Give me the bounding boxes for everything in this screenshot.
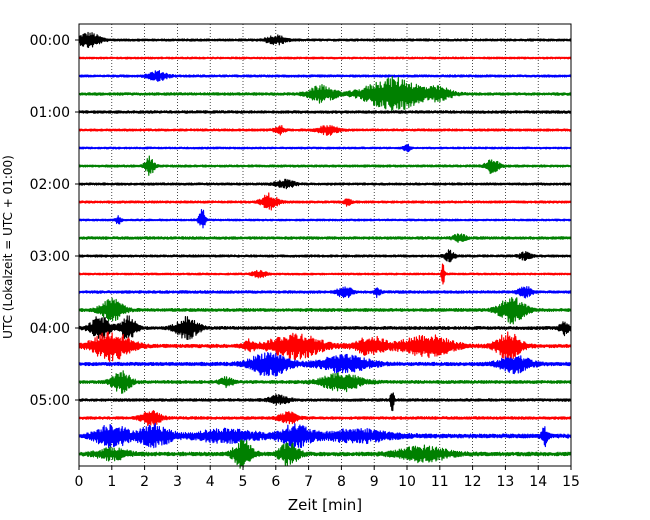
traces — [78, 31, 572, 469]
x-tick-label: 13 — [496, 474, 514, 490]
trace-0430 — [78, 351, 572, 377]
x-axis-label: Zeit [min] — [288, 496, 362, 514]
trace-0530 — [78, 422, 572, 449]
trace-0130 — [78, 143, 572, 153]
x-tick-label: 2 — [140, 474, 149, 490]
trace-0545 — [78, 439, 572, 469]
x-axis-ticks: 0 1 2 3 4 5 6 7 8 9 10 11 12 13 14 15 — [75, 466, 580, 490]
y-tick-label: 00:00 — [30, 33, 70, 49]
plot-frame — [78, 23, 572, 467]
y-tick-label: 01:00 — [30, 105, 70, 121]
x-tick-label: 11 — [431, 474, 449, 490]
x-tick-label: 10 — [398, 474, 416, 490]
x-tick-label: 12 — [464, 474, 482, 490]
x-tick-label: 6 — [271, 474, 280, 490]
y-tick-label: 05:00 — [30, 393, 70, 409]
trace-0145 — [78, 155, 572, 176]
trace-0045 — [78, 76, 572, 111]
y-tick-label: 04:00 — [30, 321, 70, 337]
trace-0300 — [78, 249, 572, 263]
x-tick-label: 3 — [173, 474, 182, 490]
trace-0200 — [78, 178, 572, 190]
trace-0030 — [78, 69, 572, 82]
x-tick-label: 15 — [562, 474, 580, 490]
x-tick-label: 8 — [337, 474, 346, 490]
x-tick-label: 14 — [529, 474, 547, 490]
trace-0000 — [78, 31, 572, 49]
trace-0015 — [78, 56, 572, 60]
trace-0245 — [78, 233, 572, 243]
trace-0315 — [78, 263, 572, 285]
y-tick-label: 03:00 — [30, 249, 70, 265]
trace-0415 — [78, 331, 572, 362]
trace-0215 — [78, 192, 572, 211]
x-tick-label: 7 — [304, 474, 313, 490]
trace-0400 — [78, 315, 572, 341]
x-tick-label: 4 — [206, 474, 215, 490]
trace-0445 — [78, 370, 572, 394]
y-axis-label: UTC (Lokalzeit = UTC + 01:00) — [1, 155, 15, 339]
trace-0115 — [78, 124, 572, 136]
trace-0345 — [78, 296, 572, 325]
y-axis-ticks: 00:00 01:00 02:00 03:00 04:00 05:00 — [30, 33, 79, 409]
trace-0330 — [78, 286, 572, 299]
trace-0500 — [78, 392, 572, 412]
trace-0515 — [78, 410, 572, 427]
x-tick-label: 9 — [370, 474, 379, 490]
y-tick-label: 02:00 — [30, 177, 70, 193]
x-tick-label: 1 — [107, 474, 116, 490]
x-tick-label: 5 — [239, 474, 248, 490]
trace-0100 — [78, 110, 572, 114]
x-tick-label: 0 — [75, 474, 84, 490]
trace-0230 — [78, 209, 572, 229]
